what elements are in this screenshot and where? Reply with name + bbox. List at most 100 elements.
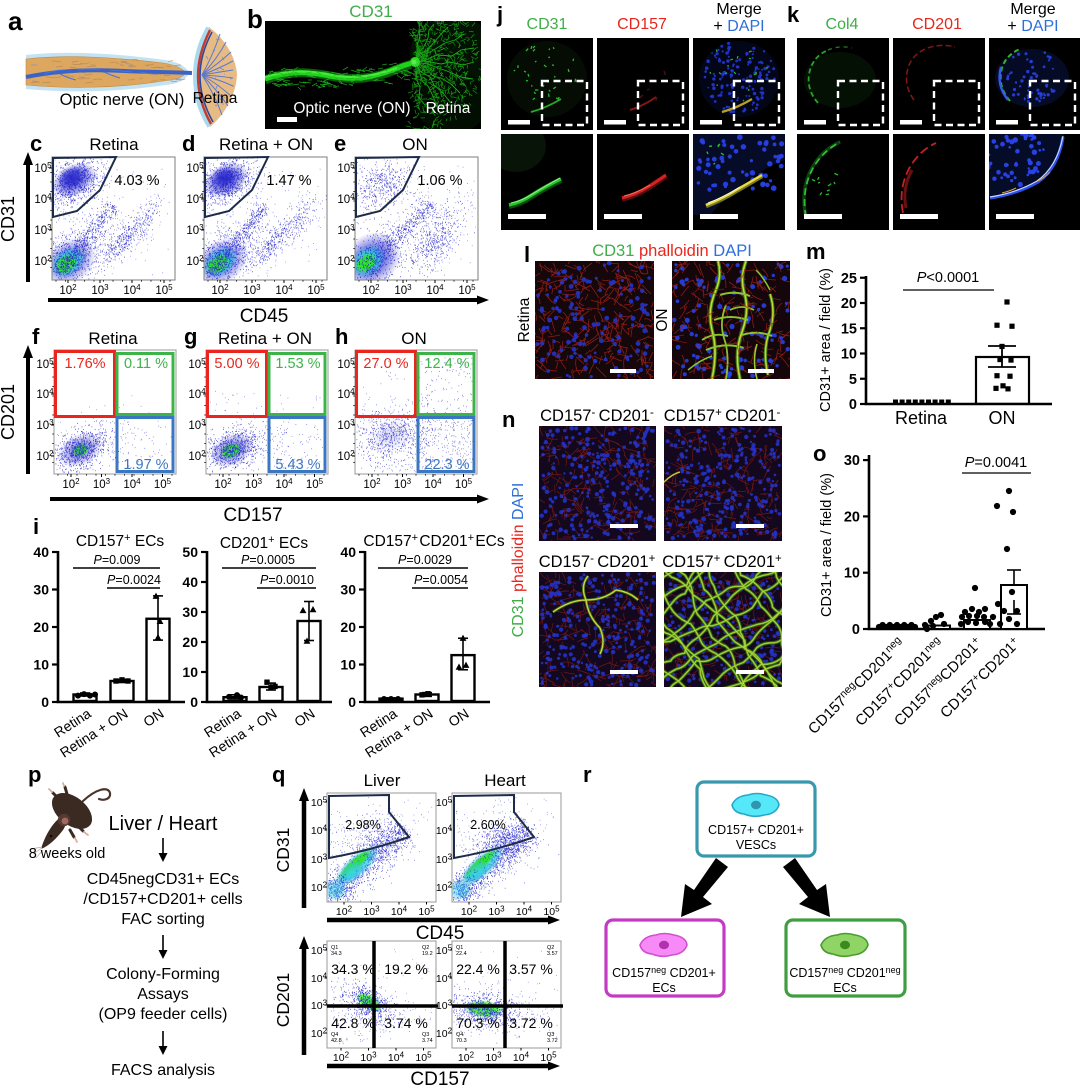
svg-text:P=0.0041: P=0.0041 xyxy=(965,455,1028,471)
svg-text:Merge: Merge xyxy=(1010,1,1055,18)
svg-text:/CD157+CD201+ cells: /CD157+CD201+ cells xyxy=(83,891,242,908)
svg-text:10: 10 xyxy=(33,657,49,673)
svg-text:+ DAPI: + DAPI xyxy=(1007,18,1058,35)
svg-text:m: m xyxy=(806,239,826,264)
svg-text:CD157+ CD201-: CD157+ CD201- xyxy=(664,407,781,425)
svg-text:p: p xyxy=(28,762,41,787)
svg-text:Optic nerve (ON): Optic nerve (ON) xyxy=(60,91,185,109)
svg-text:q: q xyxy=(272,762,285,787)
svg-text:20: 20 xyxy=(844,509,860,525)
svg-text:10: 10 xyxy=(182,664,198,680)
svg-text:g: g xyxy=(184,324,197,349)
svg-text:a: a xyxy=(8,6,23,36)
svg-text:j: j xyxy=(496,2,503,27)
svg-text:10: 10 xyxy=(340,657,356,673)
svg-text:Liver / Heart: Liver / Heart xyxy=(109,813,218,835)
svg-text:P=0.0005: P=0.0005 xyxy=(241,553,295,567)
svg-text:50: 50 xyxy=(182,544,198,560)
svg-text:k: k xyxy=(787,2,800,27)
svg-text:Q4: Q4 xyxy=(331,1032,338,1038)
svg-text:0: 0 xyxy=(41,694,49,710)
svg-text:CD157neg CD201+: CD157neg CD201+ xyxy=(612,965,716,980)
svg-text:h: h xyxy=(335,324,348,349)
svg-text:42.8 %: 42.8 % xyxy=(331,1015,375,1031)
svg-text:+ DAPI: + DAPI xyxy=(713,18,764,35)
svg-text:30: 30 xyxy=(182,604,198,620)
svg-text:3.57: 3.57 xyxy=(547,951,558,957)
svg-text:Retina: Retina xyxy=(426,100,471,117)
svg-text:Retina + ON: Retina + ON xyxy=(218,329,312,348)
svg-text:P=0.0054: P=0.0054 xyxy=(414,573,468,587)
svg-text:Retina: Retina xyxy=(88,329,138,348)
svg-text:Heart: Heart xyxy=(484,771,526,790)
svg-text:CD31: CD31 xyxy=(0,196,18,242)
svg-text:1.76%: 1.76% xyxy=(64,356,105,372)
svg-text:0: 0 xyxy=(852,622,860,638)
svg-text:CD31+ area / field (%): CD31+ area / field (%) xyxy=(819,473,835,617)
svg-text:30: 30 xyxy=(844,453,860,469)
svg-text:4.03 %: 4.03 % xyxy=(114,173,159,189)
svg-text:0: 0 xyxy=(190,694,198,710)
svg-text:15: 15 xyxy=(841,321,857,337)
svg-text:20: 20 xyxy=(33,619,49,635)
svg-text:CD201: CD201 xyxy=(0,384,18,440)
svg-text:5.43 %: 5.43 % xyxy=(275,457,320,473)
svg-text:P=0.0024: P=0.0024 xyxy=(107,573,161,587)
svg-text:Col4: Col4 xyxy=(826,16,859,33)
svg-text:2.60%: 2.60% xyxy=(470,818,505,832)
svg-text:Q2: Q2 xyxy=(547,945,554,951)
svg-text:19.2 %: 19.2 % xyxy=(384,961,428,977)
svg-text:Liver: Liver xyxy=(364,771,401,790)
svg-text:22.4 %: 22.4 % xyxy=(456,961,500,977)
svg-text:ON: ON xyxy=(401,329,427,348)
svg-text:3.74: 3.74 xyxy=(422,1038,433,1044)
svg-text:20: 20 xyxy=(182,634,198,650)
svg-text:Q4: Q4 xyxy=(456,1032,463,1038)
svg-text:CD45negCD31+ ECs: CD45negCD31+ ECs xyxy=(87,871,240,888)
svg-text:8 weeks old: 8 weeks old xyxy=(29,846,106,862)
svg-text:b: b xyxy=(247,4,263,34)
svg-text:Retina: Retina xyxy=(516,297,533,342)
svg-text:Q1: Q1 xyxy=(456,945,463,951)
svg-text:c: c xyxy=(30,131,42,156)
svg-text:ON: ON xyxy=(654,308,671,331)
svg-text:27.0 %: 27.0 % xyxy=(363,356,408,372)
svg-text:CD31: CD31 xyxy=(273,828,293,873)
svg-text:22.4: 22.4 xyxy=(456,951,467,957)
svg-text:CD157+ ECs: CD157+ ECs xyxy=(76,532,165,550)
svg-text:CD157- CD201-: CD157- CD201- xyxy=(540,407,654,425)
svg-text:5.00 %: 5.00 % xyxy=(214,356,259,372)
svg-text:3.72: 3.72 xyxy=(547,1038,558,1044)
svg-text:CD45: CD45 xyxy=(416,923,465,944)
svg-text:5: 5 xyxy=(849,372,857,388)
svg-text:30: 30 xyxy=(33,582,49,598)
svg-text:Merge: Merge xyxy=(716,1,761,18)
svg-text:1.53 %: 1.53 % xyxy=(275,356,320,372)
svg-text:10: 10 xyxy=(844,566,860,582)
svg-text:ECs: ECs xyxy=(833,981,857,995)
svg-text:i: i xyxy=(33,514,39,539)
svg-text:20: 20 xyxy=(841,296,857,312)
svg-text:40: 40 xyxy=(340,544,356,560)
svg-text:0: 0 xyxy=(348,694,356,710)
svg-text:CD157+ CD201+: CD157+ CD201+ xyxy=(662,553,782,571)
svg-text:22.3 %: 22.3 % xyxy=(424,457,469,473)
svg-text:CD157: CD157 xyxy=(410,1069,469,1088)
svg-text:FACS analysis: FACS analysis xyxy=(111,1062,215,1079)
svg-text:CD157+ CD201+ ECs: CD157+ CD201+ ECs xyxy=(363,532,504,550)
svg-text:P=0.0029: P=0.0029 xyxy=(398,553,452,567)
svg-text:e: e xyxy=(334,131,346,156)
svg-text:ECs: ECs xyxy=(652,981,676,995)
svg-text:CD157+ CD201+: CD157+ CD201+ xyxy=(708,823,804,837)
svg-text:CD157neg CD201neg: CD157neg CD201neg xyxy=(789,965,900,980)
svg-text:CD157- CD201+: CD157- CD201+ xyxy=(539,553,656,571)
svg-text:d: d xyxy=(182,131,195,156)
svg-text:P<0.0001: P<0.0001 xyxy=(917,270,980,286)
svg-text:25: 25 xyxy=(841,271,857,287)
svg-text:(OP9 feeder cells): (OP9 feeder cells) xyxy=(99,1006,228,1023)
svg-text:CD157: CD157 xyxy=(617,16,667,33)
svg-text:r: r xyxy=(583,762,592,787)
svg-text:CD31 phalloidin DAPI: CD31 phalloidin DAPI xyxy=(592,242,752,260)
svg-text:Colony-Forming: Colony-Forming xyxy=(106,966,220,983)
svg-text:1.47 %: 1.47 % xyxy=(266,173,311,189)
